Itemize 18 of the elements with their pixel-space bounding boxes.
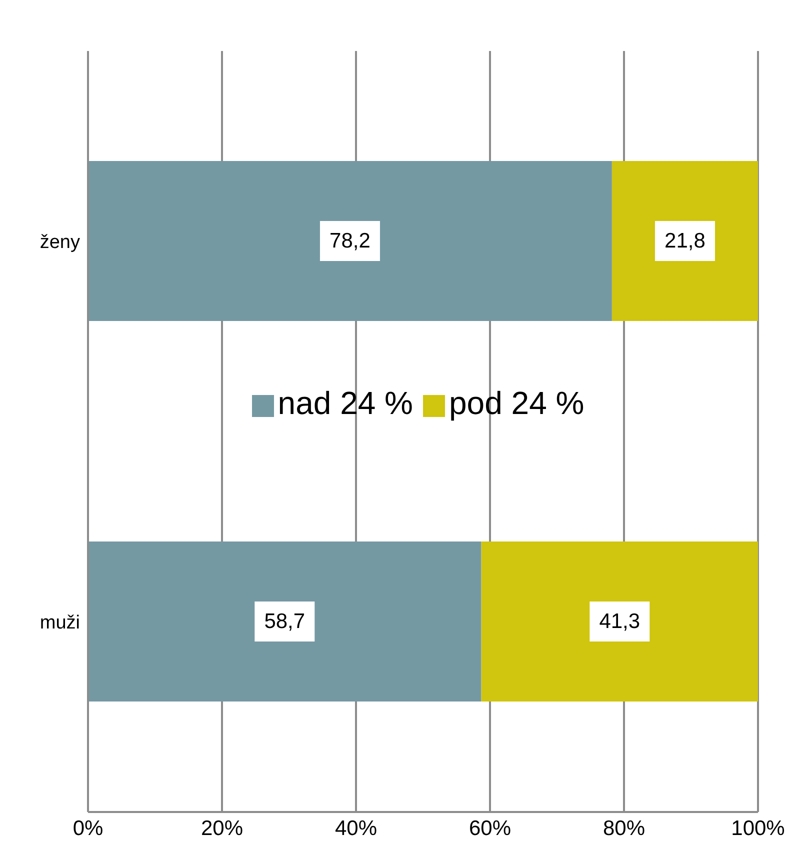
data-label: 78,2 [330, 230, 370, 252]
x-tick-label: 40% [334, 816, 378, 840]
x-tick-label: 80% [602, 816, 646, 840]
bar [88, 542, 482, 702]
bar [612, 161, 758, 321]
data-label: 41,3 [599, 610, 640, 633]
y-tick-label: ženy [40, 232, 80, 253]
y-tick-label: muži [40, 612, 80, 634]
legend-label: nad 24 % [278, 385, 413, 421]
data-label: 21,8 [664, 230, 706, 252]
x-tick-label: 60% [468, 816, 512, 840]
x-tick-label: 100% [731, 816, 785, 840]
bar [481, 542, 758, 702]
legend-label: pod 24 % [449, 385, 584, 421]
x-tick-label: 0% [72, 816, 104, 840]
bar [88, 161, 612, 321]
data-label: 58,7 [264, 610, 306, 633]
x-tick-label: 20% [200, 816, 244, 840]
